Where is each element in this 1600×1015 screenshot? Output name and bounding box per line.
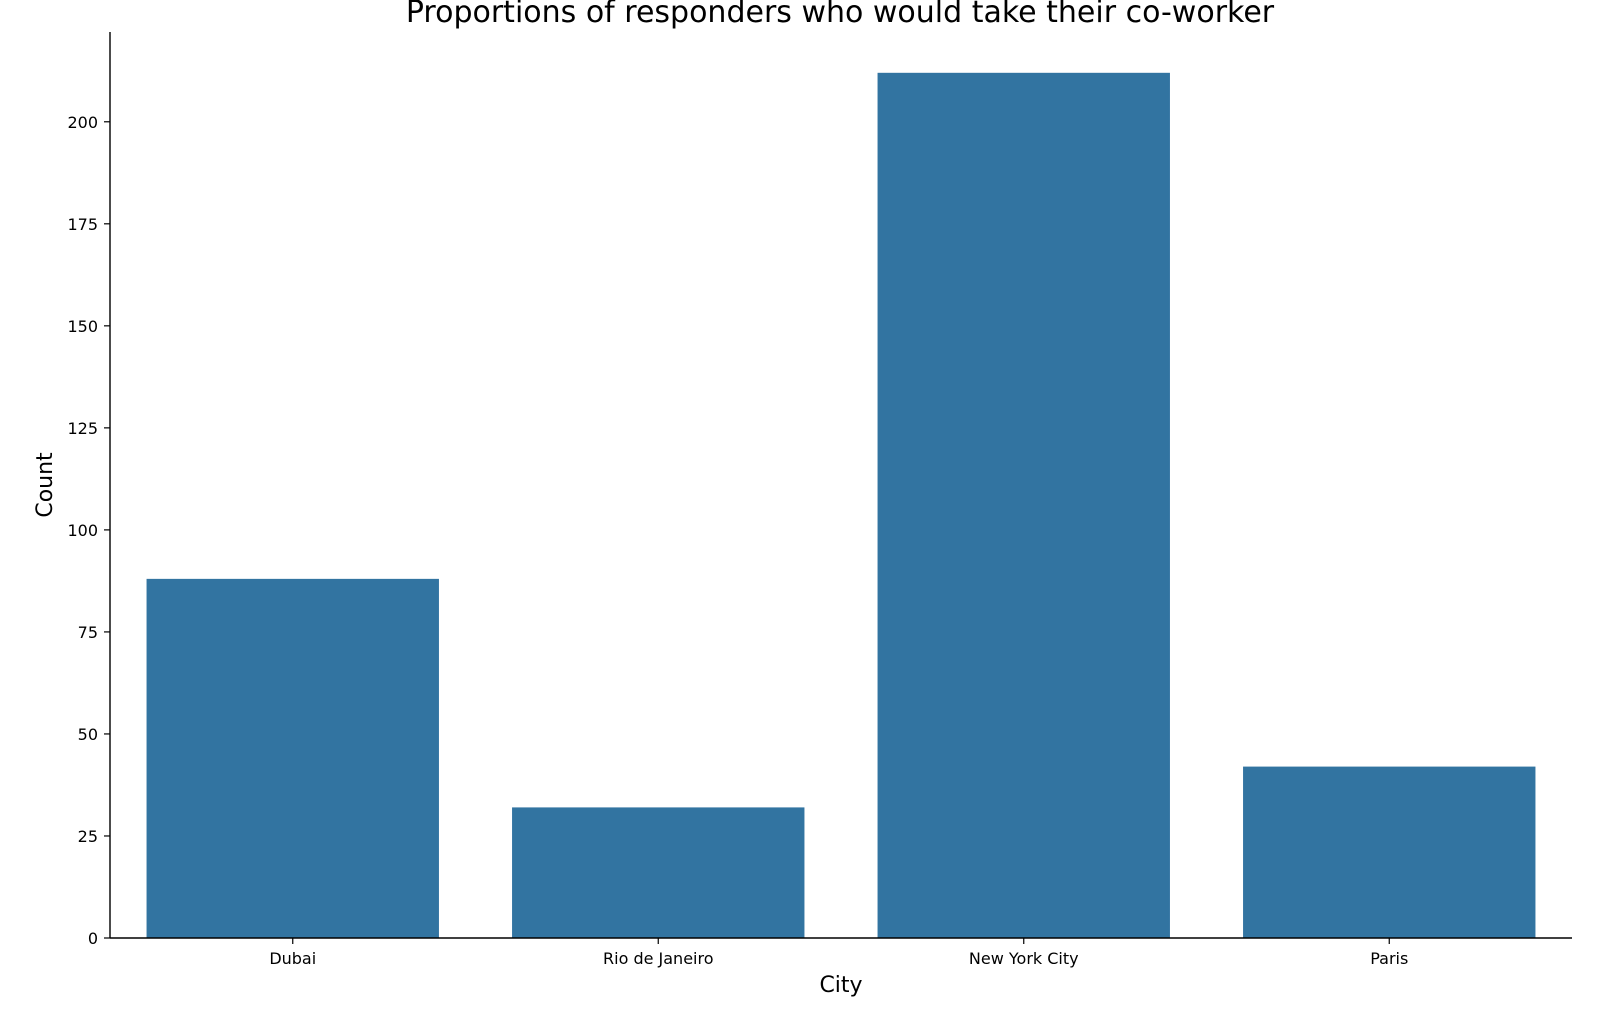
bar-paris xyxy=(1243,766,1536,938)
x-axis-label: City xyxy=(819,973,862,998)
bar-rio-de-janeiro xyxy=(512,807,805,938)
y-tick-label: 75 xyxy=(78,623,98,642)
x-axis-ticks: Dubai Rio de Janeiro New York City Paris xyxy=(269,938,1408,968)
y-axis-label: Count xyxy=(33,452,58,518)
x-tick-label: Dubai xyxy=(269,949,316,968)
bars xyxy=(146,72,1536,939)
y-tick-label: 25 xyxy=(78,827,98,846)
x-tick-label: Rio de Janeiro xyxy=(603,949,714,968)
y-tick-label: 0 xyxy=(88,929,98,948)
y-tick-label: 150 xyxy=(67,317,98,336)
y-axis-ticks: 0 25 50 75 100 125 150 175 200 xyxy=(67,113,110,948)
y-tick-label: 200 xyxy=(67,113,98,132)
y-tick-label: 50 xyxy=(78,725,98,744)
chart-title: Proportions of responders who would take… xyxy=(406,0,1275,30)
y-tick-label: 100 xyxy=(67,521,98,540)
bar-new-york-city xyxy=(877,72,1170,939)
y-tick-label: 125 xyxy=(67,419,98,438)
y-tick-label: 175 xyxy=(67,215,98,234)
x-tick-label: New York City xyxy=(969,949,1079,968)
bar-dubai xyxy=(146,578,439,938)
x-tick-label: Paris xyxy=(1370,949,1408,968)
